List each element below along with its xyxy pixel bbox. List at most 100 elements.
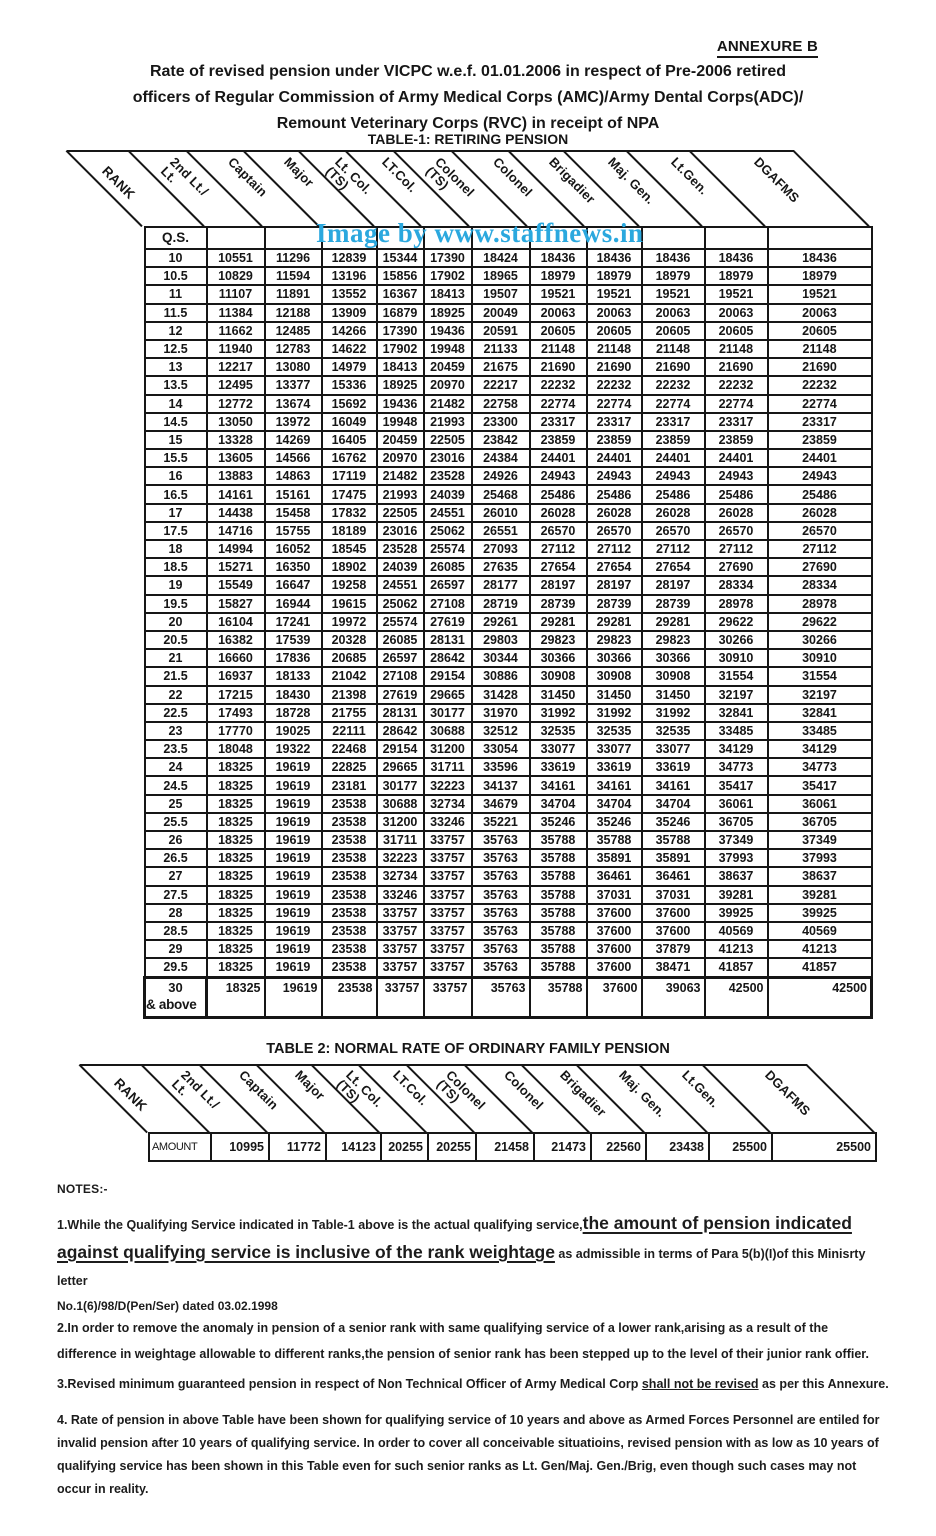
pension-value-cell: 34704	[528, 793, 588, 814]
table-row: 27.5 18325 19619 23538 33246 33757 35763 35788 3…	[143, 884, 873, 905]
pension-value-cell: 37879	[640, 939, 706, 960]
pension-value-cell: 23300	[470, 411, 531, 432]
qs-cell: 17.5	[143, 520, 208, 542]
pension-value-cell: 23016	[375, 520, 425, 542]
pension-value-cell: 13328	[205, 429, 266, 451]
pension-value-cell: 23538	[320, 920, 378, 942]
pension-value-cell: 33757	[375, 939, 425, 960]
qs-cell: 27	[143, 866, 208, 887]
pension-value-cell: 35763	[470, 829, 531, 851]
table-row: 21 16660 17836 20685 26597 28642 30344 30366 303…	[143, 648, 873, 669]
pension-value-cell: 24401	[585, 448, 643, 469]
pension-value-cell: 14566	[263, 448, 323, 469]
pension-value-cell: 20049	[470, 302, 531, 323]
pension-value-cell: 13972	[263, 411, 323, 432]
qs-cell: 14	[143, 393, 208, 414]
pension-value-cell: 30910	[766, 648, 873, 669]
notes-heading: NOTES:-	[57, 1182, 108, 1196]
table-row: 23.5 18048 19322 22468 29154 31200 33054 33077 3…	[143, 739, 873, 760]
pension-value-cell: 35788	[528, 957, 588, 978]
pension-value-cell: 32197	[703, 684, 769, 705]
table-row: 12 11662 12485 14266 17390 19436 20591 20605 206…	[143, 320, 873, 341]
pension-value-cell: 18325	[205, 829, 266, 851]
qs-cell: 11	[143, 284, 208, 305]
pension-value-cell: 21690	[766, 357, 873, 378]
pension-value-cell: 18325	[205, 775, 266, 796]
pension-value-cell: 30908	[585, 666, 643, 687]
qs-cell: 16	[143, 466, 208, 487]
amount-row: AMOUNT 10995 11772 14123 20255 20255 21458 2147…	[148, 1132, 877, 1162]
pension-value-cell: 22774	[528, 393, 588, 414]
family-pension-value-cell: 20255	[427, 1132, 477, 1162]
pension-value-cell: 16104	[205, 611, 266, 632]
pension-value-cell: 34137	[470, 775, 531, 796]
pension-value-cell: 33619	[640, 757, 706, 778]
pension-value-cell: 25486	[766, 484, 873, 505]
pension-value-cell: 14438	[205, 502, 266, 523]
pension-value-cell: 38637	[766, 866, 873, 887]
note-1-text-suffix: as admissible in terms of Para 5(b)(I)of…	[57, 1247, 866, 1288]
pension-value-cell: 26570	[640, 520, 706, 542]
pension-value-cell: 16937	[205, 666, 266, 687]
pension-value-cell: 22232	[528, 375, 588, 396]
pension-value-cell: 34129	[766, 739, 873, 760]
header-diagonal-line	[805, 1064, 875, 1134]
pension-value-cell: 35763	[470, 848, 531, 869]
header-top-border	[67, 150, 794, 152]
pension-value-cell: 28197	[640, 575, 706, 596]
pension-value-cell: 13674	[263, 393, 323, 414]
pension-value-cell: 22217	[470, 375, 531, 396]
column-header-label: Lt.Gen.	[667, 153, 711, 198]
pension-value-cell: 29154	[375, 739, 425, 760]
pension-value-cell: 33757	[422, 957, 473, 978]
pension-value-cell: 27635	[470, 557, 531, 578]
pension-value-cell: 41857	[703, 957, 769, 978]
pension-value-cell: 35763	[470, 884, 531, 905]
qs-cell: 24	[143, 757, 208, 778]
pension-value-cell: 35788	[640, 829, 706, 851]
qs-cell: 12	[143, 320, 208, 341]
pension-value-cell: 30908	[528, 666, 588, 687]
pension-value-cell: 39925	[766, 902, 873, 923]
pension-value-cell: 39281	[766, 884, 873, 905]
corner-label-rank: RANK	[99, 162, 139, 202]
family-pension-value-cell: 11772	[268, 1132, 327, 1162]
pension-value-cell: 20459	[422, 357, 473, 378]
empty-header-cell	[263, 226, 323, 250]
pension-value-cell: 13080	[263, 357, 323, 378]
pension-value-cell: 19615	[320, 593, 378, 614]
pension-value-cell: 23538	[320, 884, 378, 905]
pension-value-cell: 24943	[528, 466, 588, 487]
pension-value-cell: 18325	[205, 957, 266, 978]
pension-value-cell: 27654	[640, 557, 706, 578]
pension-value-cell: 21690	[585, 357, 643, 378]
pension-value-cell: 25468	[470, 484, 531, 505]
header-diagonal-line	[792, 150, 870, 228]
qs-header-cell: Q.S.	[143, 226, 208, 250]
pension-value-cell: 18545	[320, 538, 378, 560]
pension-value-cell: 30886	[470, 666, 531, 687]
qs-cell: 22.5	[143, 702, 208, 723]
pension-value-cell: 23317	[528, 411, 588, 432]
pension-value-cell: 16647	[263, 575, 323, 596]
pension-value-cell: 18436	[766, 247, 873, 269]
pension-value-cell: 35788	[585, 829, 643, 851]
table-row: 20.5 16382 17539 20328 26085 28131 29803 29823 2…	[143, 629, 873, 651]
pension-value-cell: 37031	[585, 884, 643, 905]
family-pension-value-cell: 14123	[325, 1132, 382, 1162]
pension-value-cell: 24039	[375, 557, 425, 578]
pension-value-cell: 15549	[205, 575, 266, 596]
pension-value-cell: 18436	[640, 247, 706, 269]
pension-value-cell: 32512	[470, 720, 531, 742]
pension-value-cell: 27112	[585, 538, 643, 560]
pension-value-cell: 22774	[703, 393, 769, 414]
qs-cell: 23	[143, 720, 208, 742]
annexure-label: ANNEXURE B	[716, 38, 818, 58]
pension-value-cell: 26570	[585, 520, 643, 542]
table2-diagonal-header: RANK 2nd Lt./ Lt. Captain Major Lt. Col. (TS…	[78, 1064, 875, 1134]
pension-value-cell: 42500	[703, 975, 769, 1019]
amount-label-cell: AMOUNT	[148, 1132, 212, 1162]
table-row: 22.5 17493 18728 21755 28131 30177 31970 31992 3…	[143, 702, 873, 723]
pension-value-cell: 28978	[703, 593, 769, 614]
table2-grid: AMOUNT 10995 11772 14123 20255 20255 21458 2147…	[148, 1132, 877, 1162]
